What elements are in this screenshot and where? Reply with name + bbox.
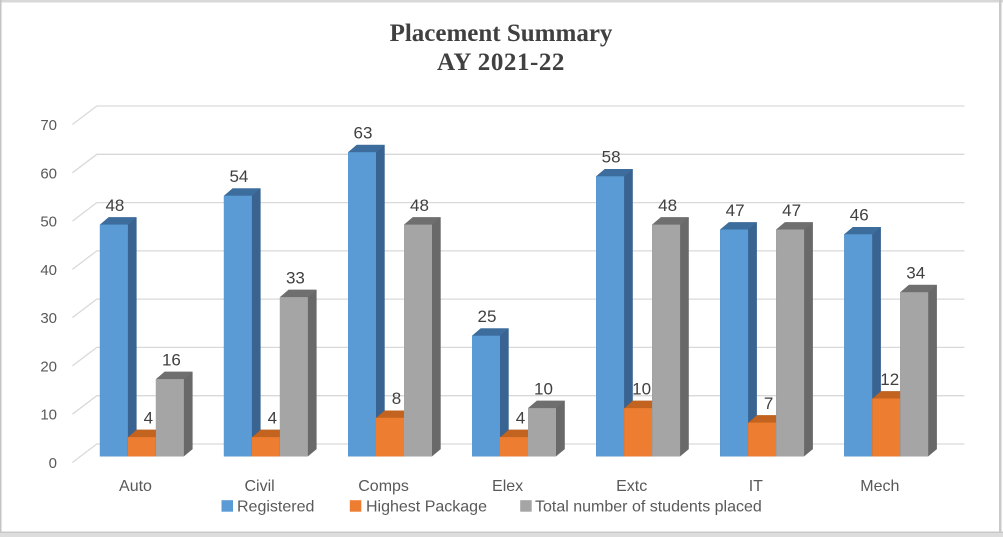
svg-text:Auto: Auto [119,478,152,495]
svg-text:4: 4 [144,408,153,427]
svg-text:70: 70 [40,117,57,134]
svg-text:16: 16 [162,350,181,369]
svg-text:4: 4 [268,408,277,427]
svg-text:7: 7 [764,394,773,413]
svg-text:63: 63 [354,124,373,143]
svg-text:IT: IT [749,478,763,495]
svg-text:12: 12 [880,370,899,389]
svg-text:54: 54 [229,167,248,186]
svg-text:Extc: Extc [616,478,647,495]
svg-text:0: 0 [49,455,57,472]
svg-text:48: 48 [658,196,677,215]
svg-text:47: 47 [726,201,745,220]
svg-text:10: 10 [632,379,651,398]
svg-text:47: 47 [782,201,801,220]
svg-text:40: 40 [40,262,57,279]
svg-text:Placement Summary: Placement Summary [390,20,613,47]
svg-text:48: 48 [105,196,124,215]
svg-text:10: 10 [40,407,57,424]
svg-text:48: 48 [410,196,429,215]
svg-text:46: 46 [850,206,869,225]
svg-text:Elex: Elex [492,478,523,495]
svg-text:AY 2021-22: AY 2021-22 [437,49,565,76]
svg-text:33: 33 [286,268,305,287]
svg-text:Comps: Comps [358,478,409,495]
svg-text:20: 20 [40,358,57,375]
svg-text:Highest Package: Highest Package [366,499,487,516]
svg-text:30: 30 [40,310,57,327]
svg-text:Civil: Civil [244,478,274,495]
svg-text:60: 60 [40,165,57,182]
svg-text:58: 58 [602,148,621,167]
svg-text:Mech: Mech [860,478,899,495]
svg-text:25: 25 [478,307,497,326]
svg-text:34: 34 [906,264,925,283]
svg-text:50: 50 [40,214,57,231]
svg-text:Registered: Registered [237,499,314,516]
svg-text:10: 10 [534,379,553,398]
svg-text:8: 8 [392,389,401,408]
svg-text:Total number of students place: Total number of students placed [535,499,762,516]
svg-text:4: 4 [516,408,525,427]
